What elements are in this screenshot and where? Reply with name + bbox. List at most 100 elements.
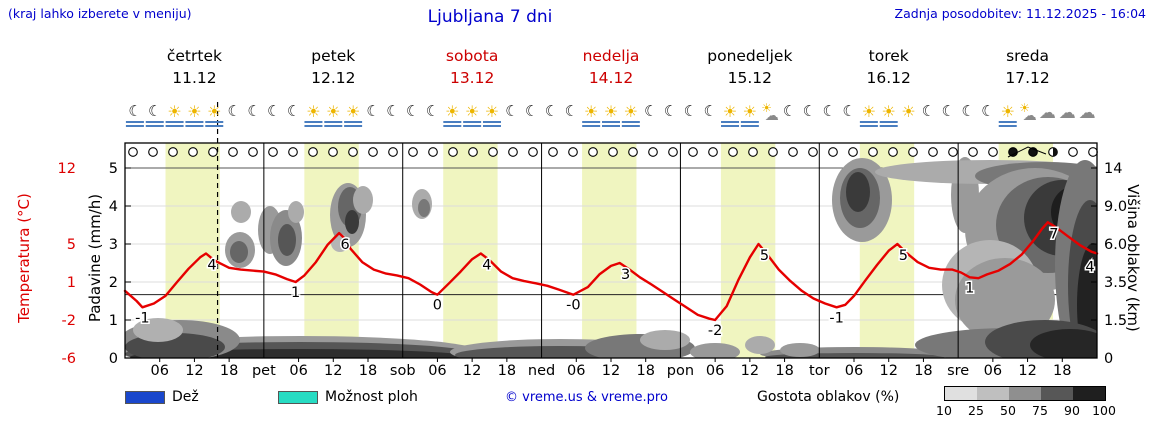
density-tick-label: 10	[936, 403, 952, 418]
moon-icon: ☾	[644, 102, 657, 120]
moon-icon: ☾	[525, 102, 538, 120]
day-date: 13.12	[450, 69, 494, 87]
sun-icon: ☀	[187, 102, 201, 121]
moon-icon: ☾	[842, 102, 855, 120]
x-hour-label: 06	[428, 363, 446, 379]
cloud-cover-symbol	[348, 147, 358, 157]
daylight-band	[582, 143, 637, 358]
cloud-cover-symbol	[288, 147, 298, 157]
cloud-cover-symbol	[268, 147, 278, 157]
cloud-cover-symbol	[368, 147, 378, 157]
day-boundary-lines	[263, 143, 959, 358]
moon-icon: ☾	[941, 102, 954, 120]
cloud-cover-symbol	[768, 147, 778, 157]
cloud-cover-symbol	[468, 147, 478, 157]
temperature-tick-value: 12	[58, 161, 76, 177]
x-hour-label: 18	[1053, 363, 1071, 379]
cloud-blob	[1030, 329, 1097, 358]
cloud-blob	[133, 318, 183, 342]
moon-icon: ☾	[287, 102, 300, 120]
cloud-cover-symbol	[308, 147, 318, 157]
cloud-cover-symbol	[868, 147, 878, 157]
cloud-cover-symbol	[248, 147, 258, 157]
cloud-cover-symbol	[688, 147, 698, 157]
cloud-cover-symbol	[648, 147, 658, 157]
day-name: sobota	[446, 47, 498, 65]
cloud-cover-symbol	[128, 147, 138, 157]
moon-icon: ☾	[803, 102, 816, 120]
cloud-cover-symbol	[708, 147, 718, 157]
moon-icon: ☾	[922, 102, 935, 120]
obs-mark	[1007, 146, 1047, 158]
cloud-cover-symbol	[328, 147, 338, 157]
cloud-icon: ☁	[1039, 103, 1056, 123]
sun-icon: ☀	[761, 101, 772, 115]
cloud-cover-symbols	[128, 146, 1098, 158]
daylight-band	[720, 143, 776, 358]
sun-icon: ☀	[1019, 101, 1030, 115]
cloud-cover-symbol	[728, 147, 738, 157]
cloud-height-axis-label: Višina oblakov (km)	[1124, 184, 1142, 332]
cloud-cover-symbol	[808, 147, 818, 157]
temperature-axis-label: Temperatura (°C)	[15, 193, 33, 323]
cloud-blob	[846, 172, 870, 212]
cloud-cover-symbol	[588, 147, 598, 157]
cloud-cover-symbol	[568, 147, 578, 157]
x-hour-label: 18	[636, 363, 654, 379]
sun-icon: ☀	[485, 102, 499, 121]
sun-icon: ☀	[604, 102, 618, 121]
density-tick-label: 75	[1032, 403, 1048, 418]
day-headers: četrtek 11.12 petek 12.12 sobota 13.12 nedelja…	[167, 47, 1050, 87]
cloud-height-tick-value: 6.0	[1104, 237, 1127, 253]
cloud-cover-symbol	[408, 147, 418, 157]
day-date: 14.12	[589, 69, 633, 87]
x-day-label: sre	[947, 363, 969, 379]
density-cell	[977, 387, 1009, 400]
day-date: 16.12	[867, 69, 911, 87]
x-day-label: sob	[390, 363, 416, 379]
temperature-extreme-label: -2	[708, 323, 722, 339]
cloud-cover-symbol	[168, 147, 178, 157]
cloud-cover-symbol	[908, 147, 918, 157]
cloud-density-layer	[125, 157, 1097, 358]
sun-icon: ☀	[743, 102, 757, 121]
x-hour-label: 06	[150, 363, 168, 379]
x-day-label: pon	[667, 363, 694, 379]
sun-icon: ☀	[862, 102, 876, 121]
cloud-cover-symbol	[1088, 147, 1098, 157]
moon-icon: ☾	[267, 102, 280, 120]
cloud-cover-symbol	[828, 147, 838, 157]
temperature-extreme-label: 7	[1049, 226, 1058, 242]
cloud-cover-symbol	[988, 147, 998, 157]
copyright-text: © vreme.us & vreme.pro	[505, 390, 668, 405]
moon-icon: ☾	[783, 102, 796, 120]
day-name: četrtek	[167, 47, 222, 65]
density-tick-label: 50	[1000, 403, 1016, 418]
cloud-density-ticks: 10 25 50 75 90 100	[932, 403, 1132, 418]
page-title: Ljubljana 7 dni	[427, 7, 553, 27]
precipitation-tick-value: 1	[109, 313, 118, 329]
cloud-cover-symbol	[388, 147, 398, 157]
cloud-blob	[418, 199, 430, 217]
rain-label: Dež	[172, 389, 199, 405]
moon-icon: ☾	[148, 102, 161, 120]
cloud-density-bar	[944, 386, 1106, 401]
sun-icon: ☀	[1001, 102, 1015, 121]
x-day-label: ned	[528, 363, 555, 379]
moon-icon: ☾	[565, 102, 578, 120]
day-date: 11.12	[172, 69, 216, 87]
moon-icon: ☾	[981, 102, 994, 120]
x-hour-label: 06	[845, 363, 863, 379]
x-hour-label: 06	[706, 363, 724, 379]
cloud-cover-symbol	[228, 147, 238, 157]
cloud-cover-symbol	[148, 147, 158, 157]
moon-icon: ☾	[684, 102, 697, 120]
x-hour-label: 06	[984, 363, 1002, 379]
cloud-cover-symbol	[508, 147, 518, 157]
temperature-tick-value: -6	[62, 351, 76, 367]
cloud-density-label: Gostota oblakov (%)	[757, 389, 900, 405]
precipitation-tick-value: 0	[109, 351, 118, 367]
moon-icon: ☾	[227, 102, 240, 120]
temperature-tick-value: 5	[67, 237, 76, 253]
